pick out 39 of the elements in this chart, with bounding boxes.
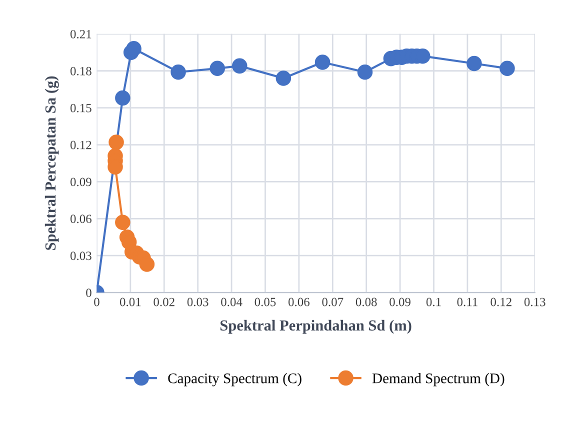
x-tick-label: 0.03 <box>187 298 208 306</box>
point <box>115 214 130 230</box>
y-tick-label: 0 <box>86 288 92 298</box>
legend-label: Demand Spectrum (D) <box>372 373 504 386</box>
point <box>210 60 226 76</box>
y-tick-label: 0.03 <box>70 252 92 260</box>
x-tick-label: 0.12 <box>490 298 512 306</box>
y-tick-label: 0.09 <box>70 178 92 186</box>
x-tick-label: 0.11 <box>457 298 478 306</box>
x-tick-label: 0.02 <box>154 298 174 306</box>
x-tick-label: 0.1 <box>426 298 441 306</box>
point <box>500 60 515 76</box>
point <box>139 256 155 272</box>
x-tick-label: 0.05 <box>254 298 276 306</box>
point <box>466 56 482 72</box>
x-tick-label: 0.13 <box>524 298 546 306</box>
y-tick-label: 0.06 <box>70 214 92 224</box>
x-tick-label: 0.04 <box>221 298 242 306</box>
y-axis-title: Spektral Percepatan Sa (g) <box>44 76 59 250</box>
point <box>232 58 248 74</box>
x-tick-label: 0 <box>94 298 100 306</box>
x-tick-label: 0.08 <box>356 298 377 306</box>
y-tick-label: 0.15 <box>70 104 92 112</box>
point <box>108 134 124 150</box>
x-tick-label: 0.01 <box>120 298 141 306</box>
point <box>170 64 186 80</box>
x-axis-title: Spektral Perpindahan Sd (m) <box>220 320 412 334</box>
point <box>357 64 373 80</box>
point <box>126 41 142 56</box>
y-tick-label: 0.12 <box>70 140 92 150</box>
legend-label: Capacity Spectrum (C) <box>168 373 302 386</box>
point <box>276 70 292 86</box>
x-tick-label: 0.06 <box>288 298 310 306</box>
x-tick-label: 0.09 <box>390 298 410 306</box>
point <box>115 90 130 106</box>
y-tick-label: 0.18 <box>70 66 92 76</box>
y-tick-label: 0.21 <box>70 30 92 38</box>
point <box>314 54 330 70</box>
x-tick-label: 0.07 <box>322 298 344 306</box>
